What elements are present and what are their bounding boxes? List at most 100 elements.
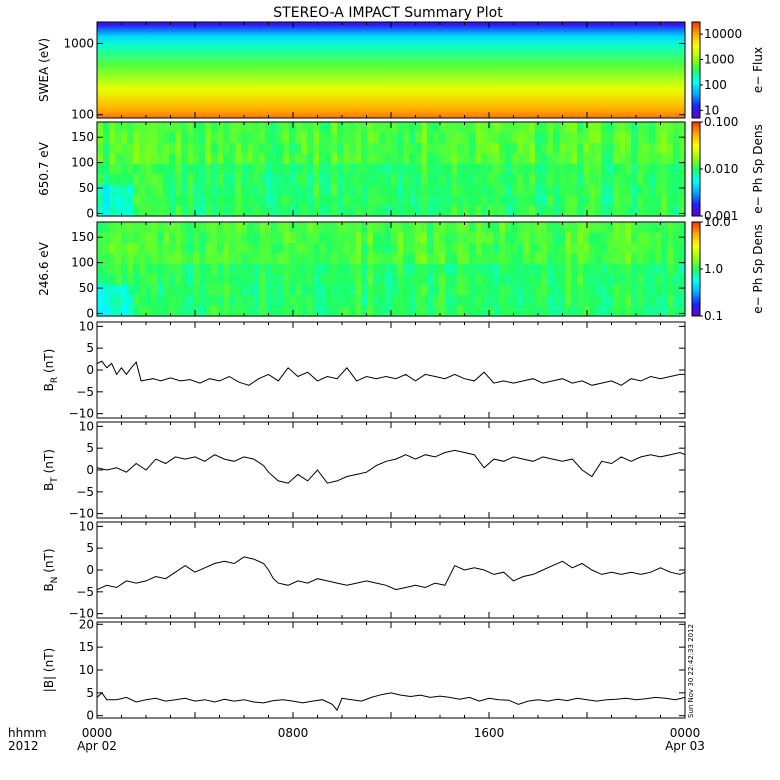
heatmap-cell	[325, 242, 332, 254]
heatmap-cell	[475, 263, 482, 275]
heatmap-cell	[445, 295, 452, 307]
heatmap-cell	[205, 174, 212, 186]
heatmap-cell	[331, 174, 338, 186]
heatmap-cell	[193, 222, 200, 234]
heatmap-cell	[541, 174, 548, 186]
heatmap-cell	[565, 284, 572, 296]
heatmap-cell	[529, 184, 536, 196]
heatmap-cell	[169, 274, 176, 286]
heatmap-cell	[97, 132, 104, 144]
heatmap-cell	[409, 284, 416, 296]
heatmap-cell	[379, 295, 386, 307]
heatmap-cell	[361, 305, 368, 317]
heatmap-cell	[109, 122, 116, 134]
y-label-main: |B|	[42, 676, 56, 692]
heatmap-cell	[679, 163, 686, 175]
heatmap-cell	[271, 153, 278, 165]
heatmap-cell	[373, 142, 380, 154]
heatmap-cell	[277, 232, 284, 244]
heatmap-cell	[457, 295, 464, 307]
heatmap-cell	[625, 253, 632, 265]
heatmap-cell	[379, 222, 386, 234]
heatmap-cell	[577, 284, 584, 296]
heatmap-cell	[253, 222, 260, 234]
y-tick-label: 150	[71, 130, 94, 144]
heatmap-cell	[367, 205, 374, 217]
heatmap-cell	[157, 232, 164, 244]
heatmap-cell	[145, 163, 152, 175]
heatmap-cell	[133, 284, 140, 296]
heatmap-cell	[565, 222, 572, 234]
heatmap-cell	[271, 132, 278, 144]
heatmap-cell	[535, 284, 542, 296]
heatmap-cell	[277, 174, 284, 186]
heatmap-cell	[283, 222, 290, 234]
heatmap-cell	[109, 305, 116, 317]
heatmap-cell	[187, 274, 194, 286]
heatmap-cell	[331, 163, 338, 175]
heatmap-cell	[457, 122, 464, 134]
heatmap-cell	[199, 132, 206, 144]
heatmap-cell	[553, 205, 560, 217]
heatmap-cell	[253, 174, 260, 186]
heatmap-cell	[529, 153, 536, 165]
heatmap-cell	[643, 195, 650, 207]
heatmap-cell	[343, 184, 350, 196]
heatmap-cell	[463, 163, 470, 175]
heatmap-cell	[427, 274, 434, 286]
heatmap-cell	[253, 242, 260, 254]
heatmap-cell	[433, 122, 440, 134]
heatmap-cell	[589, 205, 596, 217]
heatmap-cell	[271, 184, 278, 196]
heatmap-cell	[319, 253, 326, 265]
heatmap-cell	[199, 263, 206, 275]
heatmap-cell	[523, 284, 530, 296]
y-label-subscript: R	[50, 377, 60, 383]
heatmap-cell	[517, 132, 524, 144]
heatmap-cell	[439, 222, 446, 234]
heatmap-cell	[175, 174, 182, 186]
heatmap-cell	[355, 174, 362, 186]
heatmap-cell	[499, 174, 506, 186]
heatmap-cell	[379, 263, 386, 275]
heatmap-cell	[541, 205, 548, 217]
heatmap-cell	[145, 184, 152, 196]
heatmap-cell	[265, 195, 272, 207]
heatmap-cell	[301, 284, 308, 296]
heatmap-cell	[157, 132, 164, 144]
panel-frame	[96, 321, 686, 419]
heatmap-cell	[637, 295, 644, 307]
heatmap-cell	[373, 153, 380, 165]
heatmap-cell	[571, 122, 578, 134]
y-tick-label: −10	[69, 607, 94, 621]
heatmap-cell	[481, 263, 488, 275]
heatmap-cell	[529, 174, 536, 186]
heatmap-cell	[175, 242, 182, 254]
heatmap-cell	[535, 195, 542, 207]
heatmap-cell	[355, 284, 362, 296]
heatmap-cell	[553, 284, 560, 296]
heatmap-cell	[493, 274, 500, 286]
heatmap-cell	[679, 184, 686, 196]
heatmap-cell	[505, 253, 512, 265]
heatmap-cell	[625, 274, 632, 286]
heatmap-cell	[205, 284, 212, 296]
heatmap-cell	[283, 163, 290, 175]
heatmap-cell	[499, 222, 506, 234]
heatmap-cell	[331, 232, 338, 244]
heatmap-cell	[229, 122, 236, 134]
heatmap-cell	[547, 263, 554, 275]
heatmap-cell	[535, 142, 542, 154]
heatmap-cell	[655, 274, 662, 286]
heatmap-cell	[199, 305, 206, 317]
heatmap-cell	[301, 132, 308, 144]
heatmap-cell	[373, 305, 380, 317]
heatmap-cell	[433, 295, 440, 307]
heatmap-cell	[97, 274, 104, 286]
heatmap-cell	[265, 184, 272, 196]
y-tick-label: 10	[79, 519, 94, 533]
heatmap-cell	[169, 232, 176, 244]
heatmap-cell	[181, 295, 188, 307]
heatmap-cell	[463, 122, 470, 134]
heatmap-cell	[673, 174, 680, 186]
